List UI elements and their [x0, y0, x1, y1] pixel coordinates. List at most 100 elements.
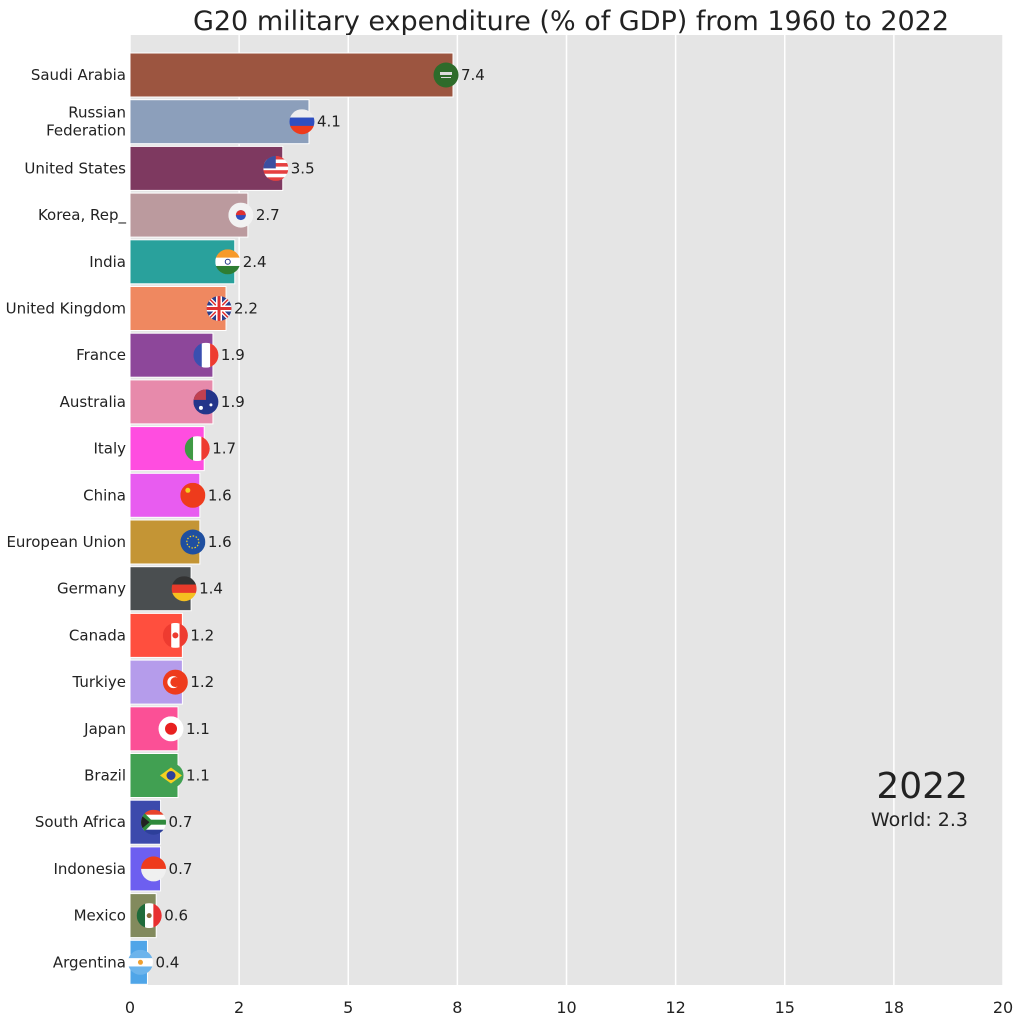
- category-label: Germany: [57, 580, 126, 598]
- russia-flag-icon: [289, 109, 315, 135]
- france-flag-icon: [193, 342, 219, 368]
- bar-group: Indonesia 0.7: [53, 846, 193, 892]
- category-label: United Kingdom: [6, 300, 126, 318]
- bar-group: Germany 1.4: [57, 566, 223, 612]
- bar-group: United Kingdom 2.2: [6, 286, 258, 331]
- indonesia-flag-icon: [141, 856, 167, 882]
- value-label: 1.2: [190, 626, 214, 644]
- value-label: 4.1: [317, 113, 341, 131]
- year-label: 2022: [876, 766, 968, 807]
- bar-group: Turkiye 1.2: [71, 659, 214, 705]
- bar-group: Korea, Rep_ 2.7: [38, 192, 280, 238]
- category-label: Russian Federation: [46, 104, 126, 140]
- italy-flag-icon: [184, 436, 210, 462]
- bar-group: France 1.9: [76, 332, 245, 378]
- x-tick-label: 2: [234, 998, 244, 1017]
- bar-group: European Union 1.6: [6, 519, 232, 565]
- category-label: European Union: [6, 533, 126, 551]
- category-label: Korea, Rep_: [38, 206, 127, 225]
- japan-flag-icon: [158, 716, 184, 742]
- category-label: India: [89, 253, 126, 271]
- category-label: Indonesia: [53, 860, 126, 878]
- turkiye-flag-icon: [162, 669, 188, 695]
- value-label: 3.5: [291, 159, 315, 177]
- x-tick-label: 5: [343, 998, 353, 1017]
- category-label: China: [83, 486, 126, 504]
- value-label: 1.1: [186, 767, 210, 785]
- eu-flag-icon: [180, 529, 206, 555]
- bar-group: South Africa 0.7: [35, 799, 193, 845]
- bar: [129, 566, 192, 612]
- value-label: 1.1: [186, 720, 210, 738]
- value-label: 0.6: [164, 907, 188, 925]
- chart-title: G20 military expenditure (% of GDP) from…: [193, 6, 949, 37]
- canada-flag-icon: [162, 622, 188, 648]
- value-label: 7.4: [461, 66, 485, 84]
- brazil-flag-icon: [158, 763, 184, 788]
- value-label: 1.7: [212, 440, 236, 458]
- bar-group: Italy 1.7: [93, 426, 236, 472]
- x-tick-label: 12: [665, 998, 685, 1017]
- usa-flag-icon: [263, 155, 289, 181]
- x-tick-label: 10: [556, 998, 576, 1017]
- value-label: 0.7: [169, 860, 193, 878]
- value-label: 1.9: [221, 393, 245, 411]
- value-label: 1.6: [208, 533, 232, 551]
- value-label: 0.7: [169, 813, 193, 831]
- category-label: South Africa: [35, 813, 126, 831]
- bar: [129, 52, 454, 98]
- x-tick-label: 0: [125, 998, 135, 1017]
- value-label: 2.4: [243, 253, 267, 271]
- x-tick-label: 20: [993, 998, 1013, 1017]
- category-label: Mexico: [74, 907, 126, 925]
- saudi-arabia-flag-icon: [433, 62, 459, 88]
- mexico-flag-icon: [136, 903, 162, 929]
- bar-group: Argentina 0.4: [53, 939, 179, 985]
- category-label: Australia: [60, 393, 126, 411]
- category-label: Turkiye: [71, 673, 126, 691]
- category-label: Italy: [93, 440, 126, 458]
- x-axis-ticks: 0 2 5 8 10 12 15 18 20: [125, 998, 1013, 1017]
- bar: [129, 99, 310, 145]
- australia-flag-icon: [193, 389, 219, 415]
- south-africa-flag-icon: [141, 809, 167, 835]
- argentina-flag-icon: [127, 949, 153, 975]
- category-label: United States: [24, 159, 126, 177]
- category-label: Japan: [83, 720, 126, 738]
- bar-group: China 1.6: [83, 472, 232, 518]
- south-korea-flag-icon: [228, 202, 254, 228]
- value-label: 1.4: [199, 580, 223, 598]
- category-label: France: [76, 346, 126, 364]
- bar-group: Japan 1.1: [83, 706, 210, 752]
- value-label: 2.2: [234, 300, 258, 318]
- uk-flag-icon: [206, 296, 232, 321]
- value-label: 0.4: [155, 953, 179, 971]
- value-label: 1.2: [190, 673, 214, 691]
- india-flag-icon: [215, 249, 241, 275]
- value-label: 2.7: [256, 206, 280, 224]
- category-label: Saudi Arabia: [31, 66, 126, 84]
- category-label: Canada: [69, 626, 126, 644]
- x-tick-label: 15: [775, 998, 795, 1017]
- germany-flag-icon: [171, 576, 197, 602]
- bar-group: Brazil 1.1: [84, 753, 210, 798]
- x-tick-label: 18: [884, 998, 904, 1017]
- world-label: World: 2.3: [871, 809, 968, 831]
- china-flag-icon: [180, 482, 206, 508]
- x-tick-label: 8: [452, 998, 462, 1017]
- bar-group: Australia 1.9: [60, 379, 245, 425]
- bar-group: Saudi Arabia 7.4: [31, 52, 485, 98]
- bar-group: United States 3.5: [24, 145, 315, 191]
- category-label: Brazil: [84, 767, 126, 785]
- bar-group: Canada 1.2: [69, 612, 214, 658]
- bar-group: Mexico 0.6: [74, 893, 188, 939]
- value-label: 1.6: [208, 486, 232, 504]
- bar: [129, 145, 284, 191]
- bar: [129, 192, 249, 238]
- value-label: 1.9: [221, 346, 245, 364]
- bar-group: India 2.4: [89, 239, 267, 285]
- bar-group: Russian Federation 4.1: [46, 99, 341, 145]
- category-label: Argentina: [53, 953, 126, 971]
